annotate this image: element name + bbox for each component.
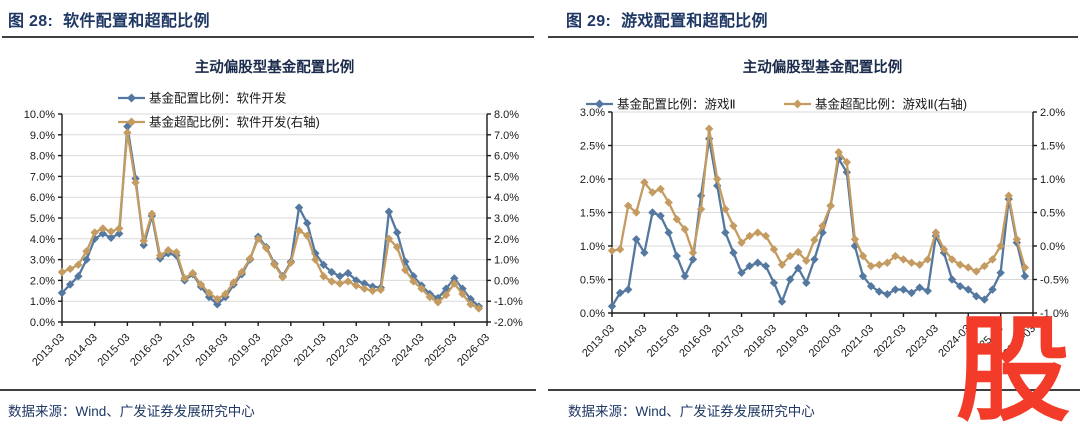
axes — [58, 113, 491, 326]
svg-text:2.0%: 2.0% — [30, 275, 55, 287]
svg-text:2018-03: 2018-03 — [194, 332, 231, 369]
figure-header: 图 29: 游戏配置和超配比例 — [566, 7, 768, 31]
svg-text:2023-03: 2023-03 — [904, 323, 941, 360]
svg-text:4.0%: 4.0% — [30, 234, 55, 246]
legend: 基金配置比例：游戏Ⅱ 基金超配比例：游戏Ⅱ(右轴) — [586, 97, 967, 112]
svg-text:2013-03: 2013-03 — [30, 332, 67, 369]
svg-text:基金配置比例：软件开发: 基金配置比例：软件开发 — [149, 91, 287, 106]
data-source-note: 数据来源：Wind、广发证券发展研究中心 — [0, 389, 536, 420]
svg-text:7.0%: 7.0% — [30, 171, 55, 183]
axes — [608, 111, 1037, 317]
svg-text:基金超配比例：软件开发(右轴): 基金超配比例：软件开发(右轴) — [149, 115, 320, 130]
svg-text:2022-03: 2022-03 — [872, 323, 909, 360]
svg-text:8.0%: 8.0% — [494, 109, 519, 121]
chart-title: 主动偏股型基金配置比例 — [743, 58, 903, 76]
svg-text:0.5%: 0.5% — [580, 275, 605, 287]
svg-text:2016-03: 2016-03 — [128, 332, 165, 369]
svg-text:6.0%: 6.0% — [494, 151, 519, 163]
gridlines — [62, 113, 487, 302]
software-allocation-chart: 0.0% 1.0% 2.0% 3.0% 4.0% 5.0% 6.0% 7.0% 8.0% 9.0%… — [24, 58, 523, 369]
figure-panel-games: 图 29: 游戏配置和超配比例 0.0% 0.5% 1.0% 1.5% 2.0% 2.5% 3… — [540, 0, 1080, 429]
svg-text:2019-03: 2019-03 — [226, 332, 263, 369]
svg-text:2017-03: 2017-03 — [710, 323, 747, 360]
data-source-note: 数据来源：Wind、广发证券发展研究中心 — [548, 389, 1080, 420]
svg-text:4.0%: 4.0% — [494, 192, 519, 204]
svg-text:3.0%: 3.0% — [494, 213, 519, 225]
gridlines — [612, 111, 1033, 280]
svg-text:6.0%: 6.0% — [30, 192, 55, 204]
svg-text:2020-03: 2020-03 — [259, 332, 296, 369]
svg-text:2015-03: 2015-03 — [645, 323, 682, 360]
header-divider — [2, 36, 534, 38]
svg-text:9.0%: 9.0% — [30, 130, 55, 142]
svg-text:2013-03: 2013-03 — [580, 323, 617, 360]
series-right — [607, 124, 1030, 276]
svg-text:1.5%: 1.5% — [1040, 141, 1065, 153]
svg-text:8.0%: 8.0% — [30, 151, 55, 163]
svg-text:-1.0%: -1.0% — [1040, 308, 1069, 320]
series-left — [607, 134, 1030, 311]
svg-text:1.0%: 1.0% — [1040, 174, 1065, 186]
svg-text:2018-03: 2018-03 — [742, 323, 779, 360]
svg-text:2.5%: 2.5% — [580, 141, 605, 153]
series-left — [57, 122, 484, 311]
svg-text:5.0%: 5.0% — [494, 171, 519, 183]
svg-text:2.0%: 2.0% — [494, 234, 519, 246]
svg-text:3.0%: 3.0% — [580, 107, 605, 119]
svg-text:2021-03: 2021-03 — [292, 332, 329, 369]
svg-text:1.0%: 1.0% — [30, 296, 55, 308]
svg-text:2022-03: 2022-03 — [324, 332, 361, 369]
svg-text:2.0%: 2.0% — [580, 174, 605, 186]
svg-text:0.0%: 0.0% — [580, 308, 605, 320]
svg-text:2025-03: 2025-03 — [422, 332, 459, 369]
svg-text:2014-03: 2014-03 — [63, 332, 100, 369]
svg-text:0.0%: 0.0% — [30, 317, 55, 329]
svg-text:5.0%: 5.0% — [30, 213, 55, 225]
red-stock-watermark: 股 — [956, 304, 1071, 429]
svg-text:2023-03: 2023-03 — [357, 332, 394, 369]
figure-number: 图 29: — [566, 13, 612, 30]
series-right — [57, 128, 484, 313]
svg-text:0.5%: 0.5% — [1040, 208, 1065, 220]
svg-text:1.0%: 1.0% — [494, 255, 519, 267]
chart-title: 主动偏股型基金配置比例 — [195, 58, 355, 76]
svg-text:2021-03: 2021-03 — [839, 323, 876, 360]
svg-text:基金配置比例：游戏Ⅱ: 基金配置比例：游戏Ⅱ — [617, 97, 736, 112]
games-allocation-chart: 0.0% 0.5% 1.0% 1.5% 2.0% 2.5% 3.0% -1.0% -0.5% 0.… — [580, 58, 1069, 360]
svg-text:10.0%: 10.0% — [24, 109, 55, 121]
svg-text:0.0%: 0.0% — [494, 275, 519, 287]
svg-text:2019-03: 2019-03 — [774, 323, 811, 360]
svg-text:3.0%: 3.0% — [30, 255, 55, 267]
svg-text:-0.5%: -0.5% — [1040, 275, 1069, 287]
svg-text:1.5%: 1.5% — [580, 208, 605, 220]
figure-header: 图 28: 软件配置和超配比例 — [8, 7, 210, 31]
svg-text:2026-03: 2026-03 — [455, 332, 492, 369]
header-divider — [548, 36, 1078, 38]
svg-text:2016-03: 2016-03 — [677, 323, 714, 360]
figure-number: 图 28: — [8, 13, 54, 30]
svg-text:-1.0%: -1.0% — [494, 296, 523, 308]
figure-title: 软件配置和超配比例 — [63, 13, 210, 30]
svg-text:-2.0%: -2.0% — [494, 317, 523, 329]
svg-text:2015-03: 2015-03 — [95, 332, 132, 369]
svg-text:2.0%: 2.0% — [1040, 107, 1065, 119]
svg-text:2014-03: 2014-03 — [612, 323, 649, 360]
figure-title: 游戏配置和超配比例 — [621, 13, 768, 30]
svg-text:2024-03: 2024-03 — [390, 332, 427, 369]
svg-text:2017-03: 2017-03 — [161, 332, 198, 369]
svg-text:基金超配比例：游戏Ⅱ(右轴): 基金超配比例：游戏Ⅱ(右轴) — [815, 97, 967, 112]
figure-panel-software: 图 28: 软件配置和超配比例 0.0% 1.0% 2.0% 3.0% 4.0% 5.0% 6… — [0, 7, 536, 420]
svg-text:7.0%: 7.0% — [494, 130, 519, 142]
svg-text:1.0%: 1.0% — [580, 241, 605, 253]
svg-text:0.0%: 0.0% — [1040, 241, 1065, 253]
svg-text:2020-03: 2020-03 — [807, 323, 844, 360]
